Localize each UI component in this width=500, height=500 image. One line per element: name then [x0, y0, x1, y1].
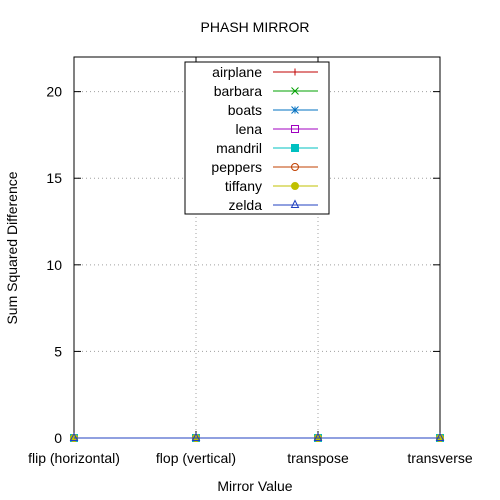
x-tick-label: transverse	[407, 450, 473, 466]
y-tick-label: 5	[54, 343, 62, 359]
legend: airplane barbara boats lena mandril peppers ti…	[184, 61, 330, 215]
data-point-shape	[435, 432, 445, 441]
legend-label: peppers	[211, 159, 262, 175]
data-point	[435, 432, 445, 441]
legend-marker-shape	[291, 125, 299, 133]
y-axis-label: Sum Squared Difference	[4, 171, 20, 324]
legend-marker	[291, 125, 299, 133]
data-point	[69, 432, 79, 441]
x-tick-label: flip (horizontal)	[28, 450, 120, 466]
series-layer	[69, 432, 445, 442]
legend-label: tiffany	[225, 178, 262, 194]
legend-marker-shape	[291, 144, 299, 152]
legend-label: boats	[228, 102, 262, 118]
data-point	[313, 432, 323, 441]
legend-marker-shape	[290, 199, 300, 208]
legend-marker-shape	[291, 163, 299, 171]
chart-title: PHASH MIRROR	[201, 19, 310, 35]
legend-label: mandril	[216, 140, 262, 156]
legend-marker	[290, 199, 300, 208]
data-point	[191, 432, 201, 441]
y-tick-label: 0	[54, 430, 62, 446]
legend-label: barbara	[214, 83, 262, 99]
data-point-shape	[69, 432, 79, 441]
legend-label: lena	[236, 121, 263, 137]
legend-marker	[291, 163, 299, 171]
legend-marker-shape	[291, 182, 299, 190]
legend-marker	[291, 106, 299, 114]
legend-marker	[291, 182, 299, 190]
y-tick-label: 15	[46, 170, 62, 186]
x-tick-label: transpose	[287, 450, 349, 466]
legend-label: airplane	[212, 64, 262, 80]
x-tick-label: flop (vertical)	[156, 450, 236, 466]
y-tick-label: 10	[46, 257, 62, 273]
legend-marker	[291, 68, 299, 76]
legend-marker-stroke	[291, 87, 299, 95]
legend-marker	[291, 144, 299, 152]
axes: 0 5 10 15 20 flip (horizontal) flop (vertical)…	[28, 56, 473, 466]
legend-label: zelda	[229, 197, 263, 213]
data-point-shape	[191, 432, 201, 441]
legend-box	[184, 61, 330, 215]
data-point-shape	[313, 432, 323, 441]
grid-lines	[74, 57, 440, 438]
y-tick-label: 20	[46, 84, 62, 100]
legend-marker	[291, 87, 299, 95]
x-axis-label: Mirror Value	[217, 478, 292, 494]
series-zelda	[69, 432, 445, 441]
legend-marker-stroke	[291, 106, 299, 114]
